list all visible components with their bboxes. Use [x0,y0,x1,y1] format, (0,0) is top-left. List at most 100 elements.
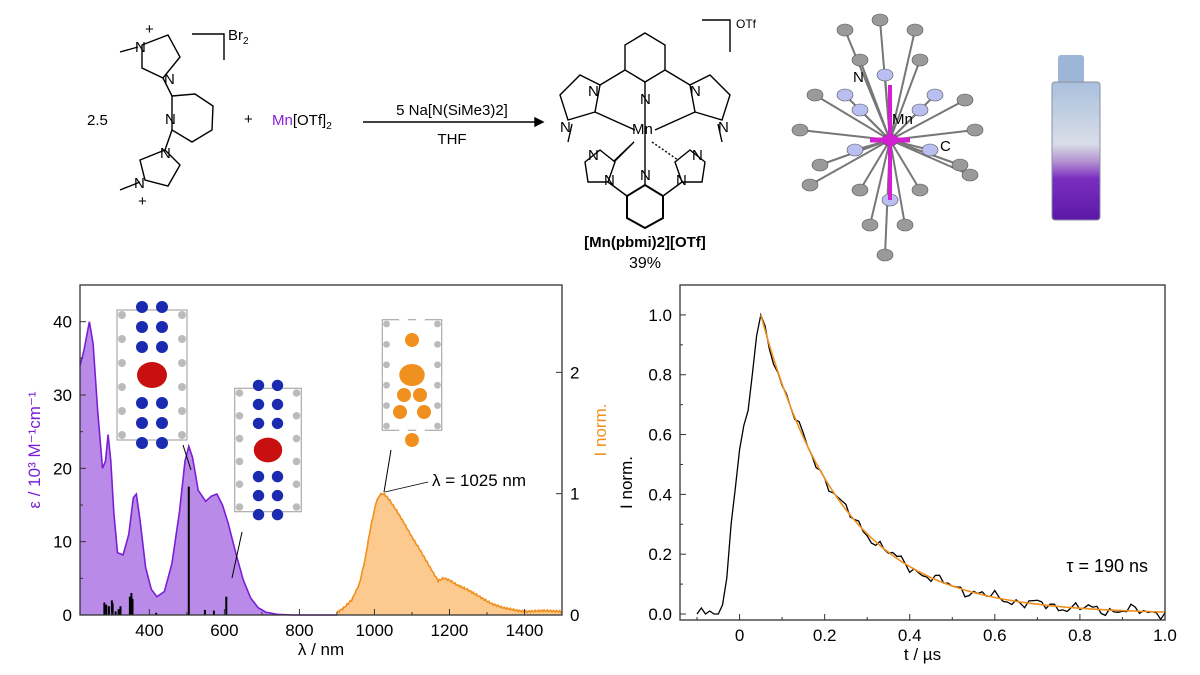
orbital-lobe [252,379,265,392]
y2-tick-label: 0 [570,606,579,625]
bond [889,139,921,191]
counterion-label: Br2 [228,27,249,47]
atom [118,431,126,439]
atom-ellipsoid [806,88,824,102]
imidazolium-ring-top [141,34,181,79]
orbital-lobe [156,321,168,333]
x-tick-label: 0.4 [898,626,922,645]
atom-label: N [588,147,599,164]
atom-ellipsoid [926,88,944,102]
atom [292,457,301,466]
crystal-label-c: C [940,138,951,155]
peak-annotation: λ = 1025 nm [432,471,526,490]
crystal-label-mn: Mn [892,111,913,128]
orbital-lobe [156,397,168,409]
bond [889,29,916,141]
pyridine-ring [171,93,214,143]
atom [178,431,186,439]
bond [889,139,906,226]
atom [292,434,301,443]
orbital-lobe [252,470,265,483]
x-tick-label: 1200 [431,621,469,640]
y-tick-label: 0.4 [648,485,672,504]
atom-ellipsoid [836,88,854,102]
atom-label: N [692,147,703,164]
atom [434,422,441,430]
y-tick-label: 0 [63,606,72,625]
atom-label: N [588,83,599,100]
atom-label: N [164,71,175,88]
y-tick-label: 0.2 [648,545,672,564]
orbital-lobe [136,341,148,353]
orbital-lobe [398,312,409,323]
y-axis-label: I norm. [617,456,636,509]
x-tick-label: 1.0 [1153,626,1177,645]
atom [383,402,390,409]
y-tick-label: 10 [53,533,72,552]
atom [292,480,301,489]
atom-label: N [690,83,701,100]
atom [434,320,441,328]
absorption-line [79,321,337,616]
metal-label: Mn [632,121,653,138]
atom [118,407,126,415]
atom-label: N [640,167,651,184]
fit-curve [760,314,1166,613]
atom [118,335,126,343]
orbital-lobe [413,388,427,402]
x-tick-label: 0 [735,626,744,645]
atom [383,381,390,389]
atom [235,389,244,397]
orbital-lobe [271,379,284,392]
x-tick-label: 0.8 [1068,626,1092,645]
y2-axis-label: I norm. [591,404,610,457]
atom [178,335,186,343]
atom-ellipsoid [851,53,869,67]
orbital-lobe [397,388,411,402]
orbital-lobe [252,417,265,430]
bond [889,99,966,141]
atom-label: N [560,119,571,136]
atom-ellipsoid [801,178,819,192]
orbital-lobe [271,470,284,483]
bond-frame [116,309,188,441]
reagent-label: 5 Na[N(SiMe3)2] [396,102,508,119]
charge-label: + [138,193,147,210]
product-yield: 39% [629,255,661,272]
atom-label: N [160,145,171,162]
atom-ellipsoid [861,218,879,232]
atom-ellipsoid [811,158,829,172]
atom [434,402,441,409]
lifetime-annotation: τ = 190 ns [1066,556,1148,576]
atom [178,407,186,415]
orbital-lobe [415,346,426,357]
y2-tick-label: 2 [570,363,579,382]
atom [235,480,244,489]
y-tick-label: 1.0 [648,306,672,325]
emission-area [336,493,562,615]
atom [118,311,126,319]
x-tick-label: 0.6 [983,626,1007,645]
orbital-lobe [415,312,426,323]
orbital-lobe [136,397,148,409]
atom-ellipsoid [966,123,984,137]
orbital-inset [116,301,188,449]
atom-ellipsoid [911,103,929,117]
atom [178,383,186,391]
atom [383,422,390,430]
orbital-lobe [156,437,168,449]
orbital-lobe [271,508,284,521]
y-tick-label: 40 [53,313,72,332]
product-name: [Mn(pbmi)2][OTf] [584,234,706,251]
y-axis-label: ε / 10³ M⁻¹cm⁻¹ [25,391,44,508]
orbital-core [399,363,425,387]
product-counterion: OTf [736,17,757,31]
solvent-label: THF [437,131,466,148]
atom-ellipsoid [836,23,854,37]
atom-ellipsoid [961,168,979,182]
atom [118,383,126,391]
atom-ellipsoid [851,103,869,117]
atom-ellipsoid [911,53,929,67]
